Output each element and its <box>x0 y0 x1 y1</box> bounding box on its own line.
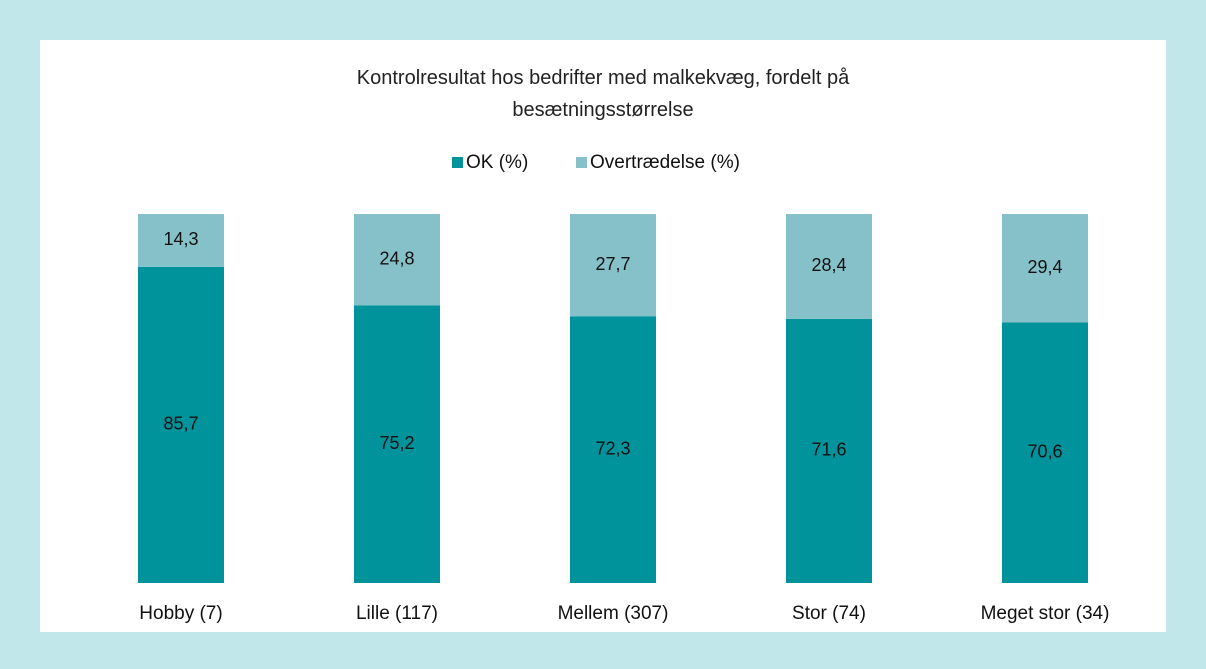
bar-segment <box>786 318 872 583</box>
x-tick-label: Lille (117) <box>356 603 438 624</box>
value-label: 24,8 <box>379 249 414 269</box>
bar-segment <box>570 316 656 583</box>
legend-swatch <box>576 157 587 168</box>
value-label: 14,3 <box>163 229 198 249</box>
bar-segment <box>138 266 224 583</box>
x-tick-label: Stor (74) <box>792 603 866 624</box>
bar-segment <box>570 214 656 317</box>
legend-label: Overtrædelse (%) <box>590 152 740 173</box>
x-tick-label: Mellem (307) <box>558 603 669 624</box>
value-label: 28,4 <box>811 255 846 275</box>
legend-label: OK (%) <box>466 152 528 173</box>
value-label: 27,7 <box>595 254 630 274</box>
x-tick-label: Hobby (7) <box>139 603 222 624</box>
x-tick-label: Meget stor (34) <box>981 603 1110 624</box>
value-label: 70,6 <box>1027 441 1062 461</box>
bar-segment <box>138 214 224 267</box>
value-label: 29,4 <box>1027 257 1062 277</box>
legend-swatch <box>452 157 463 168</box>
value-label: 85,7 <box>163 414 198 434</box>
value-label: 72,3 <box>595 438 630 458</box>
value-label: 71,6 <box>811 440 846 460</box>
bar-segment <box>786 214 872 319</box>
bar-segment <box>354 214 440 306</box>
value-label: 75,2 <box>379 433 414 453</box>
bar-segment <box>1002 214 1088 323</box>
chart-title: Kontrolresultat hos bedrifter med malkek… <box>356 67 850 121</box>
bar-segment <box>1002 322 1088 583</box>
bar-segment <box>354 305 440 583</box>
